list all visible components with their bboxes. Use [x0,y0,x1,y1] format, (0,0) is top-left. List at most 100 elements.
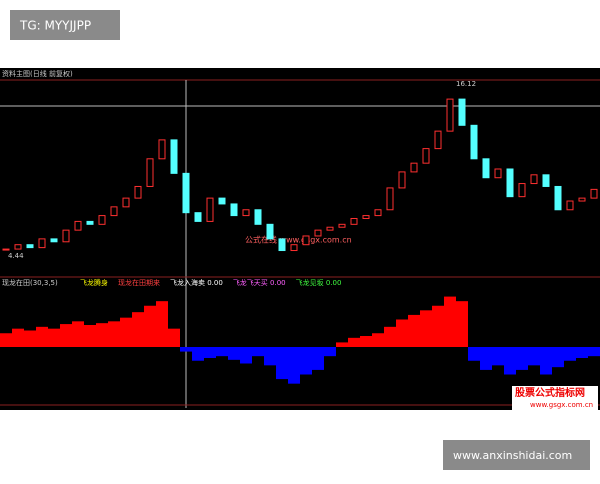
indicator-bar [564,347,576,361]
indicator-bar [228,347,240,360]
legend-entry: 现龙在田期来 [118,278,160,287]
candle [14,244,22,250]
indicator-bar [252,347,264,357]
candle [314,229,322,237]
candle [242,209,250,217]
indicator-bar [156,301,168,347]
candle [254,209,262,225]
indicator-bar [12,328,24,347]
indicator-bar [432,305,444,347]
candle [74,220,82,231]
indicator-bar [60,324,72,347]
candle [122,197,130,208]
candle [350,217,358,225]
indicator-bar [96,323,108,347]
indicator-bar [528,347,540,366]
candle [518,183,526,198]
candle [38,238,46,249]
tag-text: TG: MYYJJPP [19,19,91,33]
indicator-bar [192,347,204,361]
indicator-bar [396,319,408,347]
indicator-bar [384,326,396,347]
indicator-bar [336,342,348,347]
candle [206,197,214,222]
low-label: 4.44 [8,252,24,260]
candle [86,220,94,225]
legend-entry: 飞龙入海卖 0.00 [170,278,223,287]
indicator-bar [456,301,468,347]
indicator-bar [0,333,12,347]
candle [470,124,478,160]
indicator-bar [24,330,36,347]
candle [194,212,202,222]
footer-text: www.anxinshidai.com [453,449,572,462]
indicator-bar [120,317,132,347]
indicator-bar [372,333,384,347]
indicator-bar [588,347,600,357]
indicator-bar [108,321,120,347]
indicator-bar [132,312,144,347]
high-label: 16.12 [456,80,476,88]
candle [110,206,118,217]
logo-text: 股票公式指标网 [515,386,585,399]
candle [50,238,58,243]
candle [338,223,346,228]
candle [182,172,190,214]
candle [278,238,286,252]
indicator-bar [408,314,420,347]
indicator-bar [288,347,300,384]
indicator-bar [348,337,360,347]
legend-entry: 飞龙飞天买 0.00 [233,278,286,287]
indicator-bar [84,325,96,347]
candle [326,226,334,231]
candle [494,168,502,179]
tag-box [10,10,120,40]
candle [458,98,466,126]
candle [302,235,310,246]
candle [362,215,370,219]
candle [542,174,550,187]
indicator-bar [552,347,564,368]
candle [218,197,226,205]
indicator-bar [492,347,504,366]
candle [386,187,394,211]
candle [146,158,154,187]
indicator-bar [204,347,216,358]
watermark: 公式在线 www.gsgx.com.cn [245,235,352,245]
main-title: 资料主图(日线 前复权) [2,69,73,78]
indicator-bar [48,328,60,347]
candle [26,244,34,249]
indicator-bar [324,347,336,357]
indicator-bar [480,347,492,370]
candle [266,223,274,240]
indicator-title: 现龙在田(30,3,5) [2,278,58,287]
candle [410,162,418,173]
legend-entry: 飞龙见坂 0.00 [296,278,342,287]
indicator-bar [312,347,324,370]
footer-box [443,440,590,470]
indicator-bar [216,347,228,357]
indicator-bar [300,347,312,375]
candle [566,200,574,211]
indicator-bar [516,347,528,370]
candle [578,197,586,202]
candle [158,139,166,160]
indicator-bar [444,296,456,347]
indicator-bar [240,347,252,364]
logo-url: www.gsgx.com.cn [530,401,593,409]
candle [374,209,382,217]
indicator-bar [504,347,516,375]
candle [230,203,238,217]
indicator-bar [468,347,480,361]
candle [446,98,454,132]
candle [482,158,490,179]
candle [398,171,406,189]
candle [134,185,142,199]
candle [290,244,298,252]
indicator-bar [180,347,192,352]
candle [554,185,562,211]
indicator-bar [576,347,588,358]
candle [98,215,106,225]
indicator-bar [168,328,180,347]
